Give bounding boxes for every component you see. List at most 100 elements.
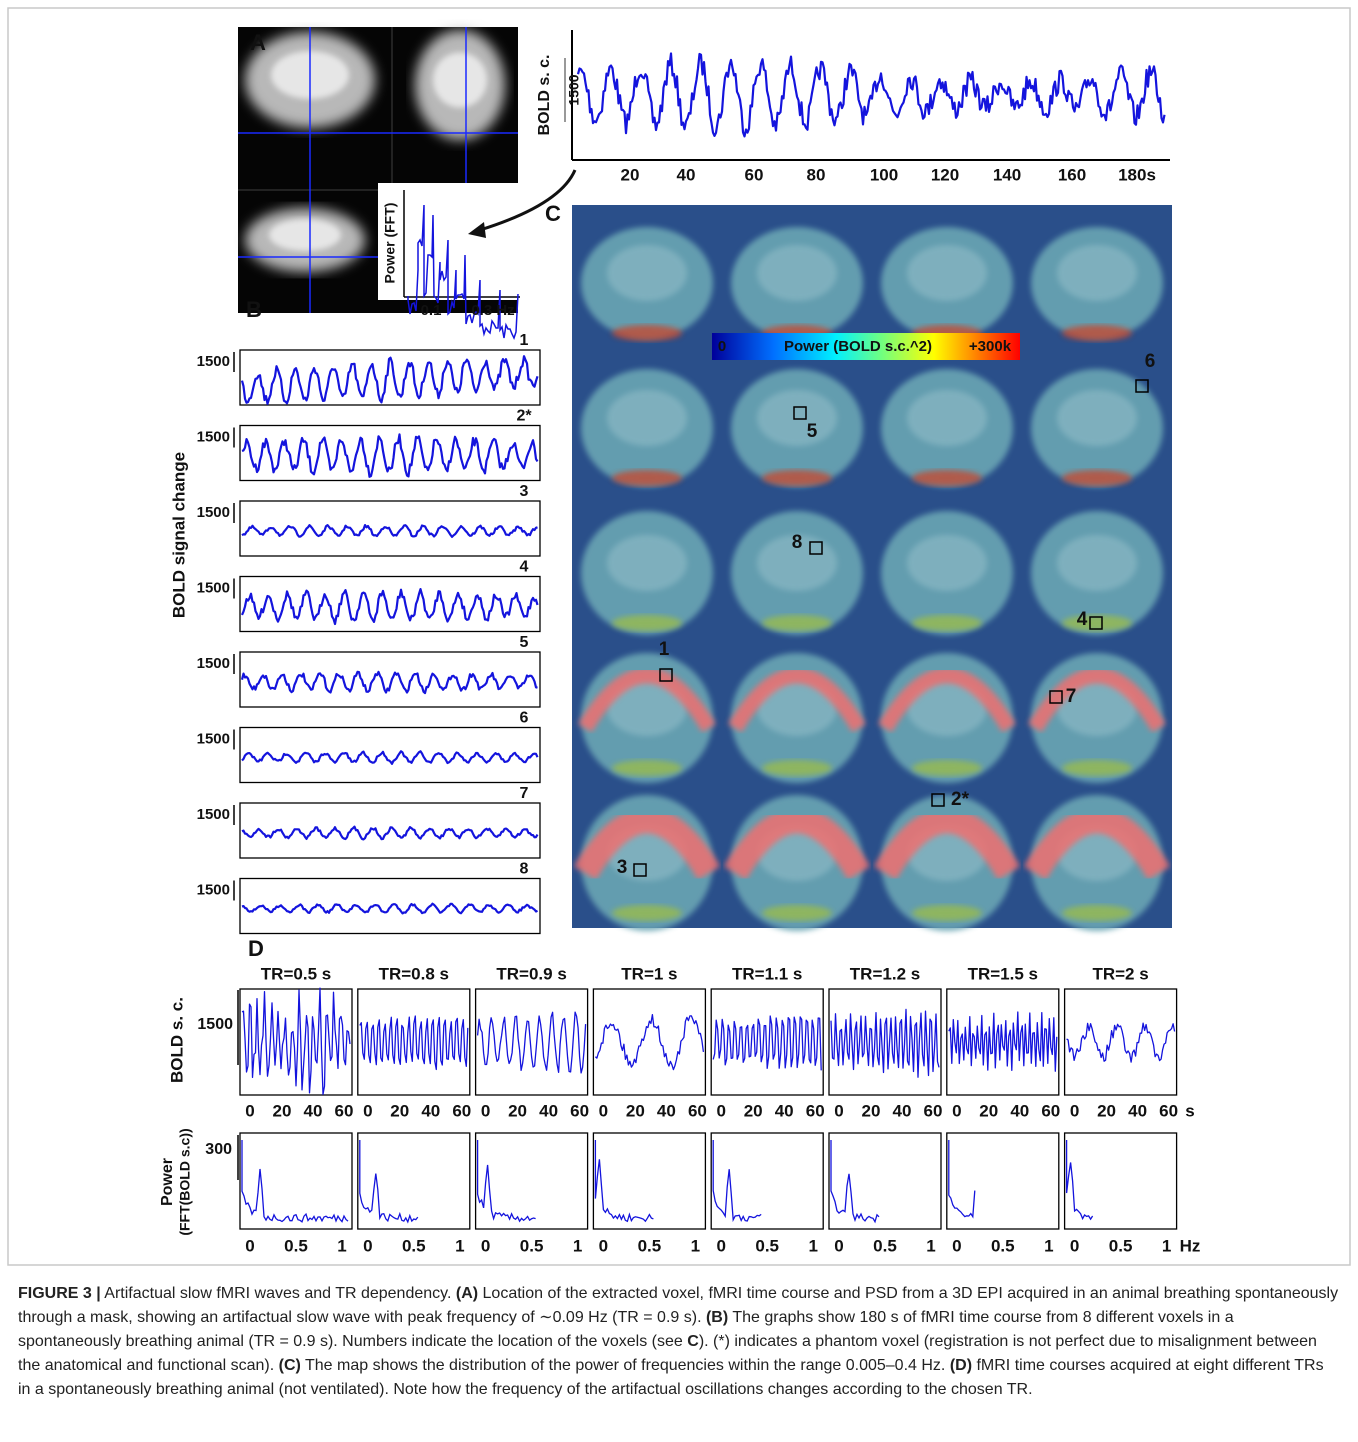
trace <box>360 1016 468 1070</box>
trace <box>242 356 538 404</box>
voxel-label: 1 <box>659 639 670 660</box>
trace <box>831 1009 939 1077</box>
tick-label: 60 <box>1041 1101 1060 1120</box>
spectrum <box>1067 1140 1093 1219</box>
trace-box <box>476 989 588 1095</box>
trace <box>1067 1023 1175 1062</box>
trace <box>242 904 538 914</box>
scale-label: 1500 <box>566 74 582 105</box>
tick-label: 40 <box>657 1101 676 1120</box>
caption-text: Artifactual slow fMRI waves and TR depen… <box>101 1285 456 1302</box>
mri-brain-core <box>433 53 487 108</box>
voxel-label: 3 <box>617 857 628 878</box>
hot-spot <box>912 615 982 631</box>
colorbar-label: +300k <box>969 338 1012 355</box>
caption-ref: (A) <box>456 1285 478 1302</box>
voxel-label: 2* <box>951 789 970 810</box>
scale-label: 1500 <box>197 579 230 596</box>
panel-title: TR=2 s <box>1092 964 1148 983</box>
tick-label: 0 <box>363 1101 372 1120</box>
tick-label: 60 <box>745 165 764 184</box>
tick-label: 0.1 <box>421 302 442 319</box>
trace <box>242 988 350 1094</box>
trace-label: 7 <box>520 785 529 802</box>
caption: FIGURE 3 | Artifactual slow fMRI waves a… <box>18 1282 1340 1402</box>
brain-inner <box>607 245 687 301</box>
tick-label: 1 <box>808 1236 817 1255</box>
axis-title: BOLD signal change <box>169 452 188 618</box>
colorbar-title: Power (BOLD s.c.^2) <box>784 338 932 355</box>
tick-label: 20 <box>744 1101 763 1120</box>
tick-label: 0 <box>716 1101 725 1120</box>
tick-label: 60 <box>335 1101 354 1120</box>
trace-box <box>240 577 540 632</box>
caption-ref: C <box>687 1333 699 1350</box>
hot-spot <box>612 470 682 486</box>
caption-label: FIGURE 3 | <box>18 1285 101 1302</box>
tick-label: 0 <box>952 1101 961 1120</box>
panel-title: TR=1 s <box>621 964 677 983</box>
panel-title: TR=0.8 s <box>379 964 449 983</box>
trace-label: 2* <box>516 408 532 425</box>
axis-title: Power <box>159 1158 176 1206</box>
tick-unit: Hz <box>1180 1236 1201 1255</box>
trace <box>478 1012 586 1073</box>
inset-box <box>378 183 522 300</box>
panel-title: TR=1.5 s <box>968 964 1038 983</box>
axis-title: Power (FFT) <box>382 203 398 284</box>
tick-label: 40 <box>775 1101 794 1120</box>
tick-label: 0 <box>363 1236 372 1255</box>
trace <box>949 1012 1057 1071</box>
brain-inner <box>607 390 687 446</box>
scale-label: 1500 <box>197 730 230 747</box>
brain-inner <box>1057 390 1137 446</box>
axis-title: BOLD s. c. <box>167 997 186 1083</box>
hot-spot <box>1062 760 1132 776</box>
hot-spot <box>762 905 832 921</box>
tick-label: 0.5 <box>284 1236 308 1255</box>
trace-label: 6 <box>520 710 529 727</box>
power-box <box>829 1133 941 1229</box>
axis-title: (FFT(BOLD s.c)) <box>177 1128 193 1235</box>
panel-title: TR=0.5 s <box>261 964 331 983</box>
trace-box <box>593 989 705 1095</box>
panel-title: TR=1.2 s <box>850 964 920 983</box>
trace <box>242 827 538 840</box>
hot-spot <box>762 760 832 776</box>
trace-label: 4 <box>520 559 529 576</box>
tick-label: 20 <box>1097 1101 1116 1120</box>
tick-label: 20 <box>390 1101 409 1120</box>
trace-label: 5 <box>520 634 529 651</box>
hot-spot <box>762 615 832 631</box>
tick-label: 0.5 <box>638 1236 662 1255</box>
tick-label: 180s <box>1118 165 1156 184</box>
trace <box>242 434 538 476</box>
spectrum <box>595 1140 653 1221</box>
tick-label: 20 <box>979 1101 998 1120</box>
scale-label: 1500 <box>197 428 230 445</box>
trace <box>242 672 538 693</box>
tick-label: 20 <box>272 1101 291 1120</box>
tick-label: 60 <box>570 1101 589 1120</box>
brain-inner <box>907 245 987 301</box>
hot-spot <box>612 325 682 341</box>
tick-label: 140 <box>993 165 1021 184</box>
tick-label: 0 <box>952 1236 961 1255</box>
trace-label: 3 <box>520 483 529 500</box>
tick-label: 160 <box>1058 165 1086 184</box>
tick-label: 0.5 <box>755 1236 779 1255</box>
voxel-label: 6 <box>1145 351 1156 372</box>
brain-inner <box>757 390 837 446</box>
trace <box>242 589 538 624</box>
tick-label: 20 <box>626 1101 645 1120</box>
tick-label: 40 <box>1010 1101 1029 1120</box>
tick-label: 0.3 Hz <box>471 302 514 319</box>
tick-label: 60 <box>806 1101 825 1120</box>
tick-label: 0 <box>245 1101 254 1120</box>
panel-label: D <box>248 936 264 961</box>
colorbar-label: 0 <box>718 338 726 355</box>
tick-label: 0 <box>716 1236 725 1255</box>
panel-label: B <box>246 297 262 322</box>
tick-label: 80 <box>807 165 826 184</box>
